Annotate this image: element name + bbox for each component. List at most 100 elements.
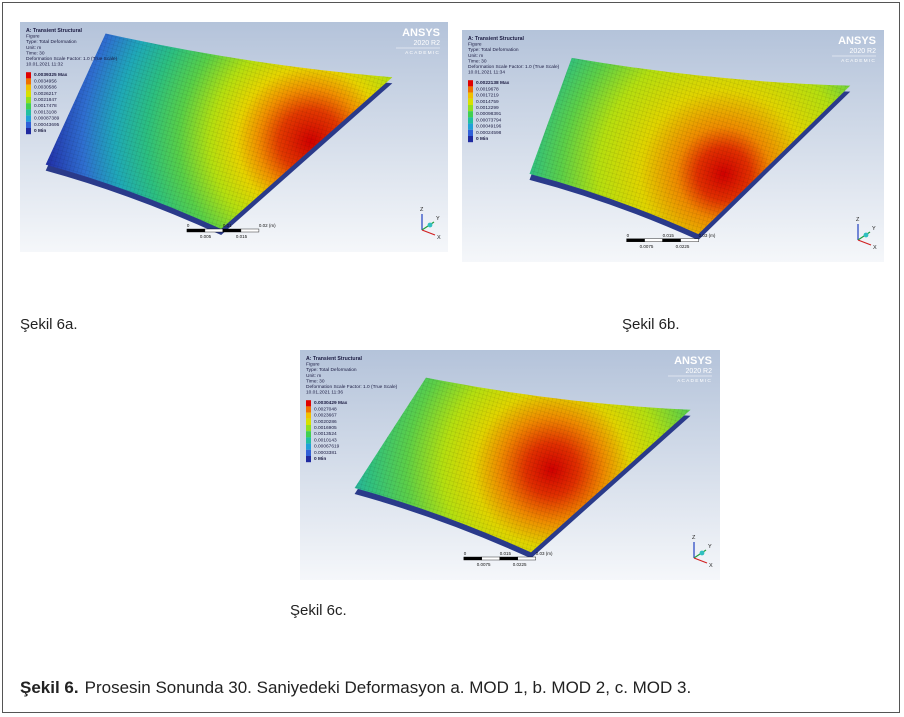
simulation-screenshot: A: Transient Structural Figure Type: Total… bbox=[462, 30, 884, 267]
header-line: Unit: m bbox=[306, 373, 321, 379]
legend-label: 0.00067619 bbox=[314, 444, 340, 450]
legend-swatch bbox=[468, 98, 473, 105]
version: 2020 R2 bbox=[686, 368, 713, 375]
legend-label: 0.0017478 bbox=[34, 103, 57, 109]
plate-mesh bbox=[354, 377, 691, 553]
triad-label: X bbox=[873, 245, 877, 251]
legend-label: 0.0021847 bbox=[34, 97, 57, 103]
triad-x bbox=[693, 557, 708, 564]
legend-label: 0.0016905 bbox=[314, 425, 337, 431]
triad-label: X bbox=[437, 235, 441, 241]
legend-swatch bbox=[468, 86, 473, 93]
scale-bar-segment bbox=[662, 238, 681, 243]
header-line: Time: 30 bbox=[306, 378, 325, 384]
version: 2020 R2 bbox=[850, 48, 877, 55]
legend-label: 0.00024598 bbox=[476, 130, 502, 136]
legend-swatch bbox=[306, 437, 311, 444]
legend-label: 0.0019678 bbox=[476, 86, 499, 92]
triad-x bbox=[421, 229, 436, 236]
legend-swatch bbox=[26, 128, 31, 135]
header-line: A: Transient Structural bbox=[26, 28, 82, 34]
triad-label: X bbox=[709, 563, 713, 569]
legend-label: 0.0012299 bbox=[476, 105, 499, 111]
triad-label: Z bbox=[420, 207, 424, 213]
scale-label: 0.01 bbox=[223, 223, 232, 228]
triad-x bbox=[857, 239, 872, 246]
header-line: Figure bbox=[468, 42, 482, 48]
legend-label: 0.0034956 bbox=[34, 78, 57, 84]
scale-label: 0.015 bbox=[236, 234, 248, 239]
header-line: 10.01.2021 11:34 bbox=[468, 70, 505, 76]
legend-label: 0 Min bbox=[34, 128, 46, 134]
scale-bar-segment bbox=[204, 228, 224, 233]
legend-label: 0.0030586 bbox=[34, 85, 57, 91]
legend-swatch bbox=[26, 97, 31, 104]
legend-swatch bbox=[468, 117, 473, 124]
legend-label: 0.0027048 bbox=[314, 406, 337, 412]
legend-swatch bbox=[306, 449, 311, 456]
header-line: Type: Total Deformation bbox=[468, 47, 519, 53]
legend-swatch bbox=[26, 115, 31, 122]
legend-label: 0.00087389 bbox=[34, 116, 60, 122]
legend-swatch bbox=[26, 103, 31, 110]
simulation-screenshot: A: Transient Structural Figure Type: Total… bbox=[20, 22, 448, 257]
scale-bar-segment bbox=[499, 556, 519, 561]
scale-label: 0.015 bbox=[500, 551, 512, 556]
legend-swatch bbox=[26, 72, 31, 79]
caption: Şekil 6b. bbox=[622, 316, 680, 333]
legend-label: 0.0013524 bbox=[314, 431, 337, 437]
header-line: Unit: m bbox=[26, 45, 41, 51]
scale-label: 0.0225 bbox=[676, 244, 690, 249]
legend-label: 0.0003381 bbox=[314, 450, 337, 456]
legend-label: 0.0023667 bbox=[314, 413, 337, 419]
scale-bar-segment bbox=[626, 238, 645, 243]
header-line: Time: 30 bbox=[26, 50, 45, 56]
scale-label: 0 bbox=[464, 551, 467, 556]
scale-bar-segment bbox=[222, 228, 242, 233]
legend-swatch bbox=[468, 92, 473, 99]
scale-bar-segment bbox=[186, 228, 206, 233]
scale-bar-segment bbox=[240, 228, 260, 233]
logo: ANSYS bbox=[838, 35, 876, 47]
legend-swatch bbox=[468, 136, 473, 143]
scale-label: 0.015 bbox=[663, 233, 675, 238]
triad-label: Y bbox=[436, 216, 440, 222]
scale-bar-segment bbox=[680, 238, 699, 243]
scale-label: 0 bbox=[627, 233, 630, 238]
legend-swatch bbox=[468, 129, 473, 136]
logo: ANSYS bbox=[674, 355, 712, 367]
legend-label: 0.0020286 bbox=[314, 419, 337, 425]
triad-label: Y bbox=[872, 226, 876, 232]
header-line: Deformation Scale Factor: 1.0 (True Scal… bbox=[26, 56, 118, 62]
triad-label: Z bbox=[692, 535, 696, 541]
legend-swatch bbox=[468, 80, 473, 87]
scale-label: 0.0075 bbox=[477, 562, 491, 567]
edition: ACADEMIC bbox=[841, 58, 876, 64]
header-line: Unit: m bbox=[468, 53, 483, 59]
figure-caption: Şekil 6. Prosesin Sonunda 30. Saniyedeki … bbox=[20, 678, 691, 698]
header-line: 10.01.2021 11:32 bbox=[26, 62, 63, 68]
legend-label: 0.0017219 bbox=[476, 93, 499, 99]
legend-swatch bbox=[26, 84, 31, 91]
edition: ACADEMIC bbox=[677, 378, 712, 384]
plate-mesh bbox=[529, 57, 851, 235]
header-line: Deformation Scale Factor: 1.0 (True Scal… bbox=[468, 64, 560, 70]
scale-label: 0 bbox=[187, 223, 190, 228]
legend-swatch bbox=[306, 412, 311, 419]
caption-text: Prosesin Sonunda 30. Saniyedeki Deformas… bbox=[84, 678, 692, 697]
legend-swatch bbox=[306, 400, 311, 407]
triad-label: Z bbox=[856, 217, 860, 223]
header-line: A: Transient Structural bbox=[468, 36, 524, 42]
edition: ACADEMIC bbox=[405, 50, 440, 56]
header-line: Time: 30 bbox=[468, 58, 487, 64]
legend-swatch bbox=[306, 431, 311, 438]
triad-origin bbox=[863, 232, 869, 238]
header-line: Type: Total Deformation bbox=[26, 39, 77, 45]
legend-swatch bbox=[468, 123, 473, 130]
caption: Şekil 6a. bbox=[20, 316, 78, 333]
header-line: Deformation Scale Factor: 1.0 (True Scal… bbox=[306, 384, 398, 390]
